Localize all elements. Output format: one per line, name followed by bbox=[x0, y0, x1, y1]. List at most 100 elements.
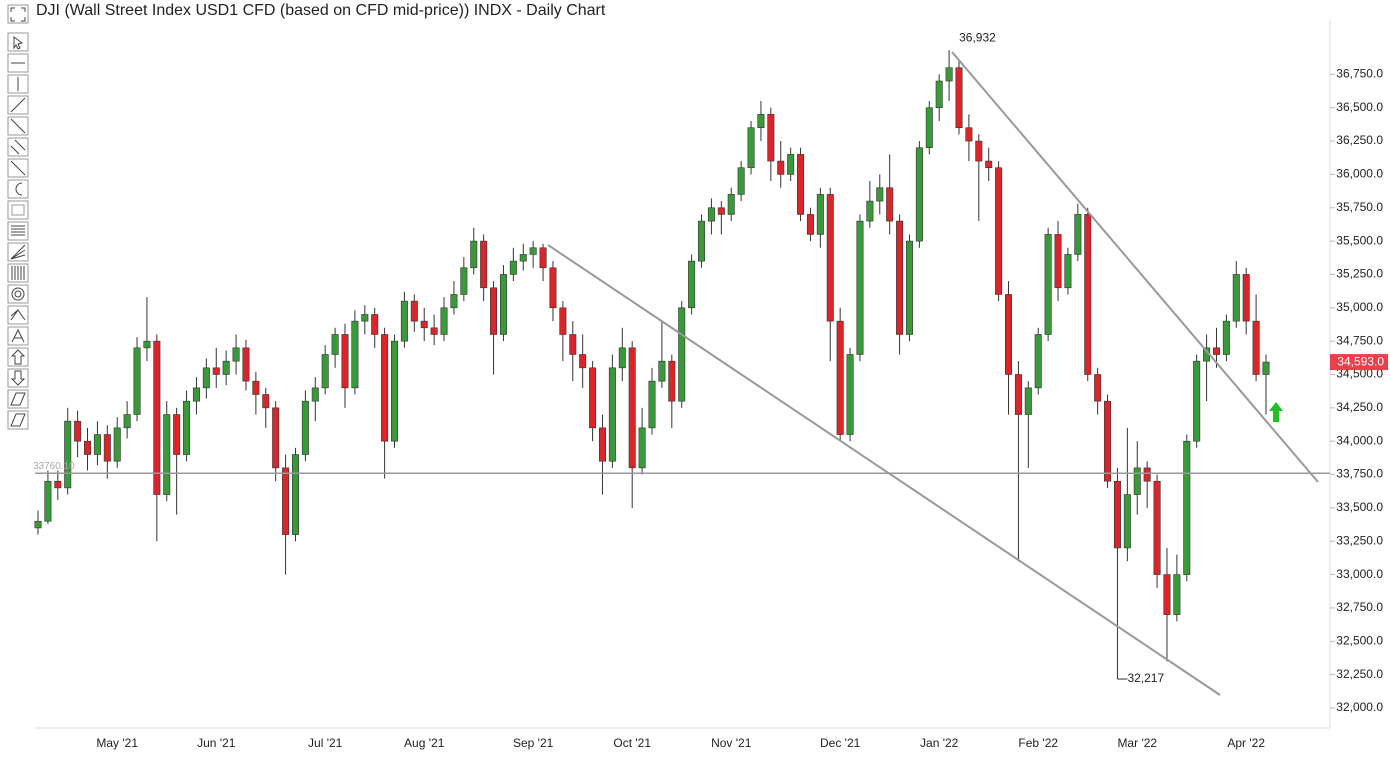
circle-tool[interactable] bbox=[7, 284, 29, 304]
candle-body bbox=[381, 334, 389, 442]
candle-body bbox=[222, 360, 230, 375]
candle-body bbox=[1222, 320, 1230, 355]
candle-body bbox=[589, 367, 597, 429]
candle-body bbox=[1005, 294, 1013, 375]
y-tick-label: 35,000.0 bbox=[1336, 300, 1383, 314]
candle-body bbox=[559, 307, 567, 335]
down-arrow-tool[interactable] bbox=[7, 368, 29, 388]
candle-body bbox=[341, 334, 349, 389]
y-tick-label: 32,500.0 bbox=[1336, 633, 1383, 647]
horizontal-line-label: 33760.10 bbox=[33, 461, 75, 472]
candle-body bbox=[103, 434, 111, 462]
candle-body bbox=[391, 340, 399, 442]
candle-body bbox=[816, 194, 824, 235]
candle-body bbox=[668, 360, 676, 402]
candle-body bbox=[886, 187, 894, 222]
candle-body bbox=[143, 340, 151, 349]
candle-body bbox=[361, 314, 369, 322]
candle-body bbox=[579, 354, 587, 369]
candle-body bbox=[787, 154, 795, 175]
candle-body bbox=[896, 220, 904, 335]
pitchfork-tool[interactable] bbox=[7, 305, 29, 325]
candle-body bbox=[678, 307, 686, 402]
x-tick-label: Aug '21 bbox=[404, 736, 445, 750]
candle-body bbox=[212, 367, 220, 375]
last-price-box bbox=[1330, 354, 1388, 371]
candle-body bbox=[460, 267, 468, 295]
candle-body bbox=[747, 127, 755, 169]
candle-body bbox=[262, 394, 270, 409]
x-tick-label: Oct '21 bbox=[613, 736, 651, 750]
candle-body bbox=[876, 187, 884, 202]
y-tick-label: 34,500.0 bbox=[1336, 367, 1383, 381]
trendline bbox=[951, 51, 1319, 483]
candle-body bbox=[1153, 480, 1161, 575]
x-tick-label: Feb '22 bbox=[1018, 736, 1058, 750]
candle-body bbox=[371, 314, 379, 335]
candle-body bbox=[490, 287, 498, 335]
candle-body bbox=[470, 240, 478, 269]
candle-body bbox=[797, 154, 805, 215]
up-arrow-tool[interactable] bbox=[7, 347, 29, 367]
highlighter-tool[interactable] bbox=[7, 389, 29, 409]
candle-body bbox=[331, 334, 339, 355]
channel-tool[interactable] bbox=[7, 137, 29, 157]
candle-body bbox=[74, 420, 82, 442]
candle-body bbox=[1054, 234, 1062, 289]
candle-body bbox=[658, 360, 666, 382]
y-tick-label: 32,000.0 bbox=[1336, 700, 1383, 714]
candle-body bbox=[707, 207, 715, 222]
candle-body bbox=[183, 400, 191, 455]
candle-body bbox=[1034, 334, 1042, 389]
candle-body bbox=[539, 247, 547, 269]
y-tick-label: 36,250.0 bbox=[1336, 133, 1383, 147]
candle-body bbox=[866, 200, 874, 222]
candle-body bbox=[153, 340, 161, 495]
x-tick-label: Dec '21 bbox=[820, 736, 861, 750]
candle-body bbox=[1262, 361, 1270, 375]
annotation: 36,932 bbox=[959, 30, 996, 44]
candle-body bbox=[955, 67, 963, 129]
candle-body bbox=[64, 420, 72, 489]
cursor-tool[interactable] bbox=[7, 32, 29, 52]
x-tick-label: May '21 bbox=[96, 736, 138, 750]
eraser-tool[interactable] bbox=[7, 410, 29, 430]
candle-body bbox=[410, 300, 418, 322]
candle-body bbox=[757, 114, 765, 129]
candle-body bbox=[1014, 374, 1022, 415]
candle-body bbox=[935, 80, 943, 109]
candle-body bbox=[163, 414, 171, 495]
candle-body bbox=[301, 400, 309, 455]
candle-body bbox=[1232, 274, 1240, 322]
candle-body bbox=[806, 214, 814, 235]
x-tick-label: Jun '21 bbox=[197, 736, 236, 750]
arc-tool[interactable] bbox=[7, 179, 29, 199]
candle-body bbox=[618, 347, 626, 369]
candle-body bbox=[1173, 574, 1181, 615]
candle-body bbox=[1143, 467, 1151, 482]
fib-tool[interactable] bbox=[7, 221, 29, 241]
candle-body bbox=[480, 240, 488, 289]
fullscreen-button[interactable] bbox=[7, 4, 29, 24]
candle-body bbox=[549, 267, 557, 309]
candle-body bbox=[351, 320, 359, 389]
last-price-label: 34,593.0 bbox=[1337, 354, 1384, 368]
candle-body bbox=[173, 414, 181, 455]
candle-body bbox=[1242, 274, 1250, 322]
candle-body bbox=[1193, 360, 1201, 442]
candle-body bbox=[985, 160, 993, 169]
candle-body bbox=[113, 427, 121, 462]
y-tick-label: 34,250.0 bbox=[1336, 400, 1383, 414]
candle-body bbox=[777, 160, 785, 175]
candle-body bbox=[430, 327, 438, 335]
y-tick-label: 35,250.0 bbox=[1336, 267, 1383, 281]
candle-body bbox=[291, 454, 299, 535]
candle-body bbox=[311, 387, 319, 402]
candle-body bbox=[1074, 214, 1082, 255]
candle-body bbox=[767, 114, 775, 162]
candle-body bbox=[945, 67, 953, 82]
candle-body bbox=[965, 127, 973, 142]
candle-body bbox=[232, 347, 240, 362]
candle-body bbox=[1212, 347, 1220, 355]
